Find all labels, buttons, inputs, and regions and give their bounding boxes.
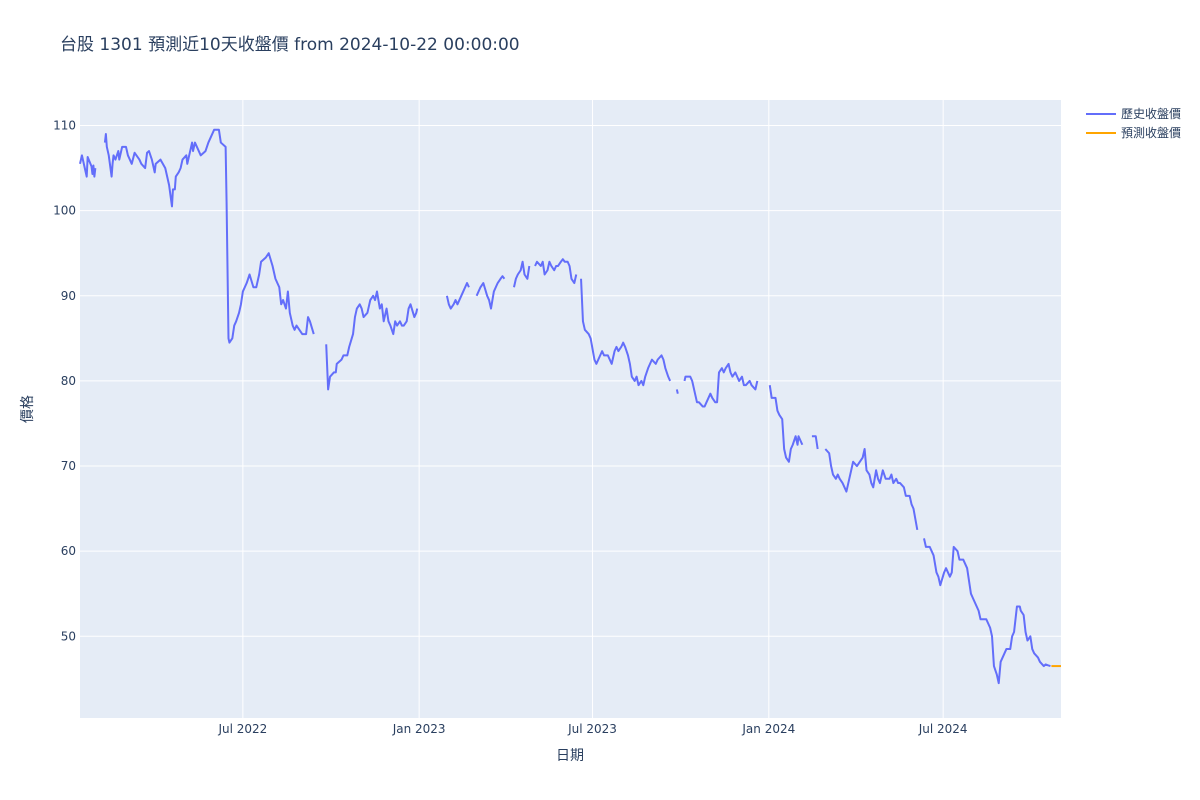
y-tick-label: 50	[61, 629, 76, 643]
y-axis-ticks: 50 60 70 80 90 100 110	[53, 119, 76, 644]
legend: 歷史收盤價 預測收盤價	[1086, 107, 1181, 140]
series-layer	[79, 128, 1062, 685]
grid-lines	[80, 100, 1061, 718]
y-tick-label: 110	[53, 119, 76, 133]
y-tick-label: 90	[61, 289, 76, 303]
x-tick-label: Jul 2023	[567, 722, 617, 736]
x-tick-label: Jul 2022	[217, 722, 267, 736]
y-tick-label: 70	[61, 459, 76, 473]
y-axis-title: 價格	[19, 395, 36, 423]
y-tick-label: 100	[53, 204, 76, 218]
x-tick-label: Jan 2023	[392, 722, 446, 736]
chart-title: 台股 1301 預測近10天收盤價 from 2024-10-22 00:00:…	[60, 35, 520, 55]
x-axis-ticks: Jul 2022 Jan 2023 Jul 2023 Jan 2024 Jul 2024	[217, 722, 967, 736]
y-tick-label: 80	[61, 374, 76, 388]
plot-area	[80, 100, 1061, 718]
x-tick-label: Jan 2024	[741, 722, 795, 736]
series-line-history[interactable]	[79, 128, 1051, 685]
y-tick-label: 60	[61, 544, 76, 558]
x-axis-title: 日期	[556, 748, 584, 764]
legend-label-forecast[interactable]: 預測收盤價	[1121, 126, 1181, 140]
legend-label-history[interactable]: 歷史收盤價	[1121, 107, 1181, 121]
x-tick-label: Jul 2024	[918, 722, 968, 736]
